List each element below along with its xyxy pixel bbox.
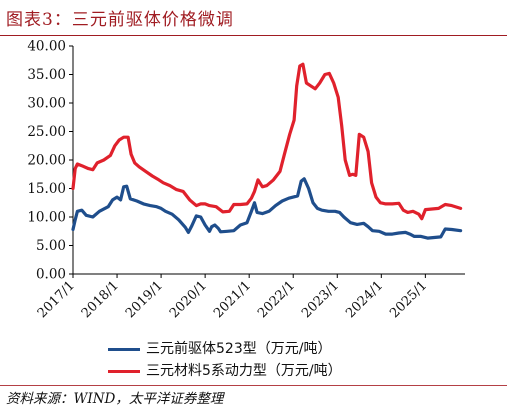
- y-tick-label: 5.00: [36, 238, 66, 254]
- x-tick-label: 2023/1: [299, 278, 342, 321]
- legend-item-precursor: 三元前驱体523型（万元/吨）: [108, 338, 446, 360]
- y-tick-label: 10.00: [27, 210, 66, 226]
- legend-label-precursor: 三元前驱体523型（万元/吨）: [146, 341, 332, 357]
- line-chart: 0.00 5.00 10.00 15.00 20.00 25.00 30.00 35.00 40…: [27, 39, 465, 321]
- y-tick-label: 25.00: [27, 124, 66, 140]
- x-tick-label: 2018/1: [79, 278, 122, 321]
- y-tick-label: 40.00: [27, 39, 66, 55]
- y-tick-label: 30.00: [27, 96, 66, 112]
- y-tick-label: 15.00: [27, 181, 66, 197]
- legend-item-cathode: 三元材料5系动力型（万元/吨）: [108, 360, 446, 382]
- y-tick-label: 35.00: [27, 67, 66, 83]
- x-tick-label: 2024/1: [343, 278, 386, 321]
- y-tick-label: 0.00: [36, 267, 66, 283]
- legend-swatch-cathode: [108, 370, 140, 373]
- legend-swatch-precursor: [108, 348, 140, 351]
- x-tick-label: 2020/1: [167, 278, 210, 321]
- x-tick-label: 2017/1: [35, 278, 78, 321]
- x-tick-label: 2019/1: [123, 278, 166, 321]
- legend: 三元前驱体523型（万元/吨） 三元材料5系动力型（万元/吨）: [108, 338, 446, 382]
- title-bar: 图表3：三元前驱体价格微调: [0, 0, 507, 36]
- series-line-precursor-523: [71, 177, 463, 240]
- legend-label-cathode: 三元材料5系动力型（万元/吨）: [146, 363, 342, 379]
- x-tick-label: 2021/1: [211, 278, 254, 321]
- footer-divider: [0, 385, 507, 386]
- x-tick-label: 2025/1: [387, 278, 430, 321]
- y-tick-label: 20.00: [27, 153, 66, 169]
- chart-title: 图表3：三元前驱体价格微调: [6, 10, 234, 30]
- x-tick-label: 2022/1: [255, 278, 298, 321]
- series-line-cathode-5-series: [71, 62, 463, 221]
- source-note: 资料来源：WIND，太平洋证券整理: [6, 391, 224, 407]
